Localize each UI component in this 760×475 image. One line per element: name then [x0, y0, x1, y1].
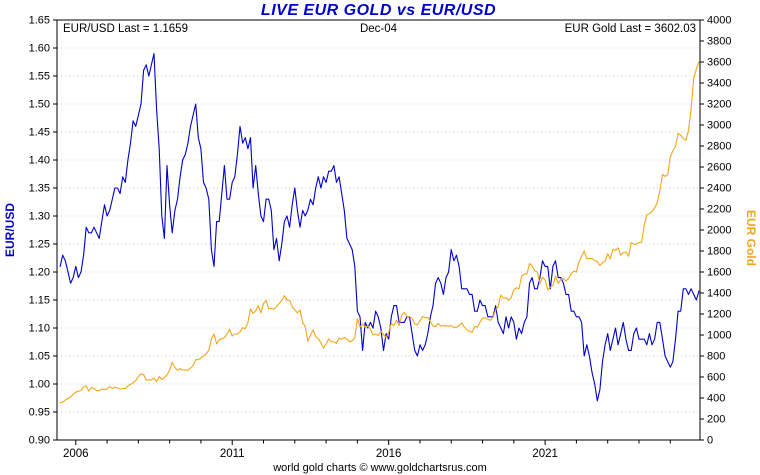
left-tick-label: 1.50	[29, 99, 50, 111]
right-tick-label: 3000	[707, 120, 731, 132]
left-tick-label: 1.00	[29, 379, 50, 391]
footer-credit: world gold charts © www.goldchartsrus.co…	[273, 462, 487, 474]
eurusd-last-label: EUR/USD Last = 1.1659	[63, 23, 188, 35]
x-tick-label: 2011	[220, 448, 245, 460]
left-tick-label: 1.35	[29, 183, 50, 195]
right-tick-label: 3600	[707, 57, 731, 69]
eur-gold-last-label: EUR Gold Last = 3602.03	[564, 23, 696, 35]
right-tick-label: 800	[707, 351, 725, 363]
right-tick-label: 3800	[707, 36, 731, 48]
right-tick-label: 1400	[707, 288, 731, 300]
left-tick-label: 1.65	[29, 15, 50, 27]
left-tick-label: 1.40	[29, 155, 50, 167]
right-tick-label: 2600	[707, 162, 731, 174]
right-tick-label: 600	[707, 372, 725, 384]
right-tick-label: 1000	[707, 330, 731, 342]
right-tick-label: 400	[707, 393, 725, 405]
plot-border	[56, 19, 701, 441]
right-tick-label: 200	[707, 414, 725, 426]
right-tick-label: 2000	[707, 225, 731, 237]
left-tick-label: 1.55	[29, 71, 50, 83]
x-tick-label: 2016	[376, 448, 402, 460]
series-line-eur-gold	[59, 61, 700, 404]
series-line-eur-usd	[59, 53, 700, 402]
right-axis-title: EUR Gold	[744, 210, 758, 266]
right-tick-label: 1600	[707, 267, 731, 279]
right-tick-label: 2200	[707, 204, 731, 216]
chart-title: LIVE EUR GOLD vs EUR/USD	[260, 2, 497, 19]
right-tick-label: 1200	[707, 309, 731, 321]
right-tick-label: 2400	[707, 183, 731, 195]
left-tick-label: 1.15	[29, 295, 50, 307]
right-tick-label: 0	[707, 435, 713, 447]
right-tick-label: 4000	[707, 15, 731, 27]
left-tick-label: 1.25	[29, 239, 50, 251]
left-tick-label: 0.95	[29, 407, 50, 419]
right-tick-label: 1800	[707, 246, 731, 258]
left-tick-label: 1.45	[29, 127, 50, 139]
right-tick-label: 3400	[707, 78, 731, 90]
left-axis-title: EUR/USD	[3, 203, 17, 257]
x-tick-label: 2006	[63, 448, 89, 460]
left-tick-label: 1.30	[29, 211, 50, 223]
left-tick-label: 1.60	[29, 43, 50, 55]
date-label: Dec-04	[359, 23, 398, 35]
left-tick-label: 1.05	[29, 351, 50, 363]
left-tick-label: 1.10	[29, 323, 50, 335]
left-tick-label: 1.20	[29, 267, 50, 279]
right-tick-label: 2800	[707, 141, 731, 153]
left-tick-label: 0.90	[29, 435, 50, 447]
x-tick-label: 2021	[532, 448, 558, 460]
right-tick-label: 3200	[707, 99, 731, 111]
